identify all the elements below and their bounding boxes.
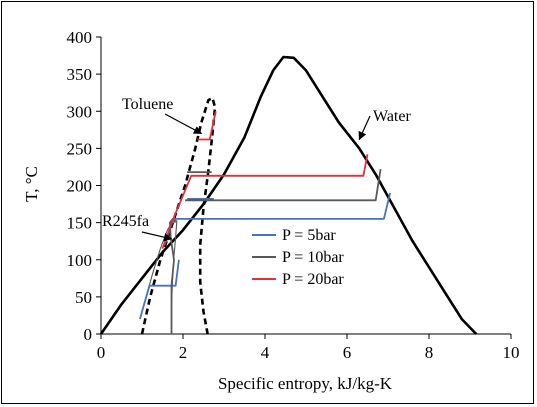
pressure-series [139, 111, 391, 334]
dome-water [99, 55, 478, 335]
y-tick-label: 100 [67, 251, 93, 270]
y-tick-label: 250 [67, 139, 93, 158]
legend: P = 5bar P = 10bar P = 20bar [252, 227, 344, 288]
dome-toluene [140, 96, 217, 335]
legend-label: P = 10bar [282, 249, 344, 266]
series-line-p20 [197, 111, 217, 141]
series-line-p5 [139, 259, 180, 320]
y-axis-label: T, °C [22, 166, 41, 202]
annotations: Toluene Water R245fa [102, 96, 411, 242]
x-tick-label: 2 [179, 343, 188, 362]
annotation-arrow [141, 231, 173, 242]
annotation-r245fa: R245fa [102, 213, 149, 230]
y-tick-label: 400 [67, 28, 93, 47]
x-tick-label: 4 [261, 343, 270, 362]
y-tick-label: 300 [67, 102, 93, 121]
annotation-toluene: Toluene [122, 96, 173, 113]
x-tick-label: 6 [343, 343, 352, 362]
x-tick-label: 10 [503, 343, 520, 362]
annotation-arrow [358, 115, 371, 141]
series-line-p20 [161, 154, 369, 249]
series-line-p10 [185, 169, 382, 202]
x-tick-label: 8 [425, 343, 434, 362]
legend-label: P = 20bar [282, 271, 344, 288]
legend-label: P = 5bar [282, 227, 336, 244]
x-axis-label: Specific entropy, kJ/kg-K [218, 374, 393, 393]
y-tick-label: 350 [67, 65, 93, 84]
annotation-arrow [164, 113, 203, 135]
y-tick-label: 0 [84, 325, 93, 344]
series-line-p10 [169, 218, 177, 334]
y-tick-label: 50 [75, 288, 92, 307]
x-tick-label: 0 [97, 343, 106, 362]
annotation-water: Water [373, 108, 411, 125]
y-tick-label: 200 [67, 177, 93, 196]
y-tick-label: 150 [67, 214, 93, 233]
